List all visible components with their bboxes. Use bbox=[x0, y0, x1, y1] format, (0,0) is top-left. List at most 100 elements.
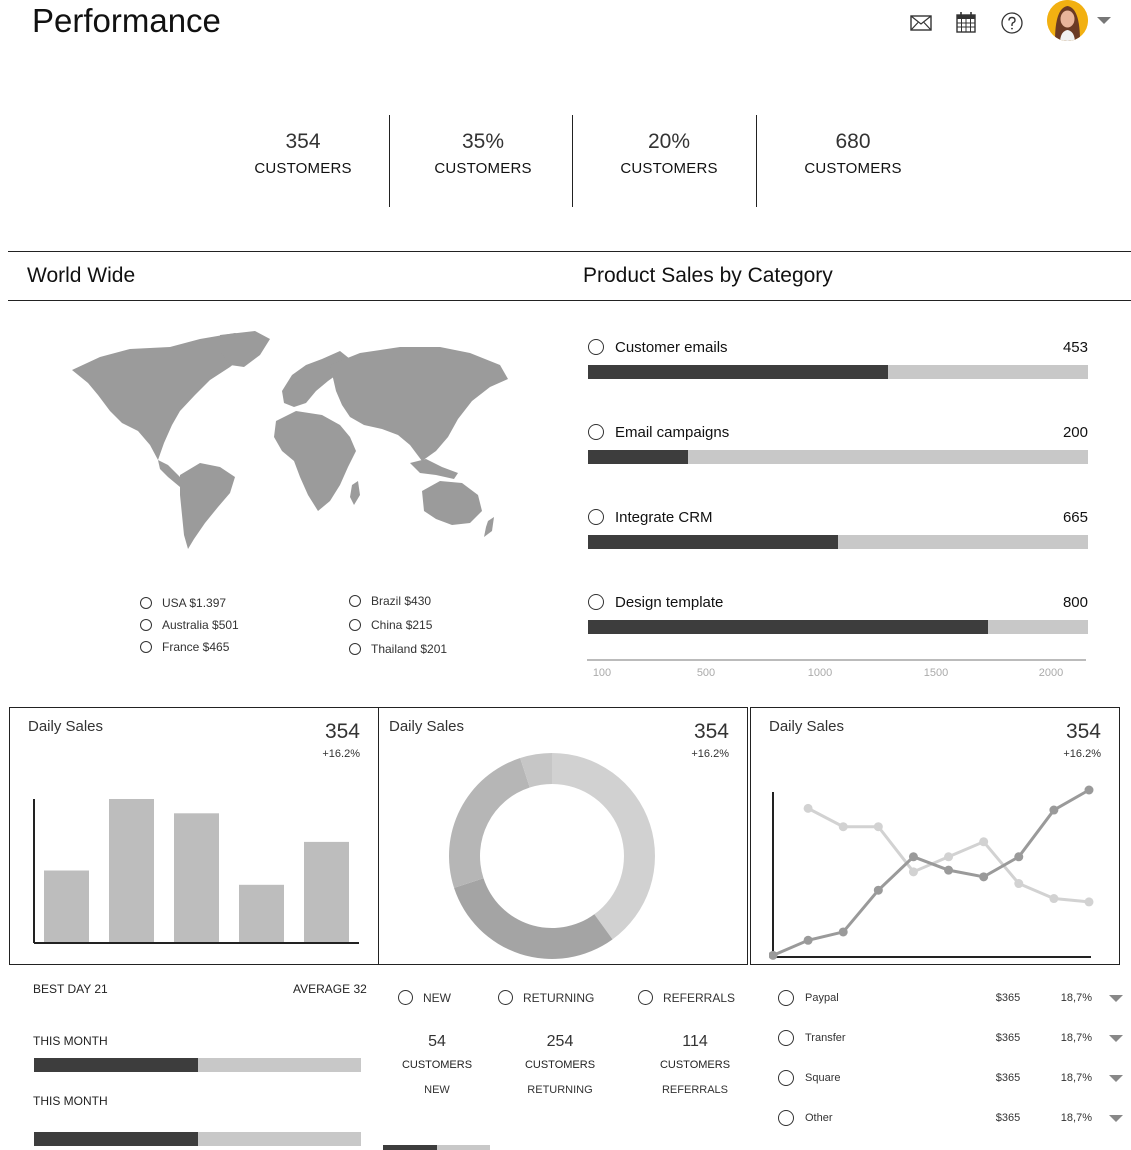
radio-button[interactable] bbox=[588, 509, 604, 525]
data-point bbox=[873, 822, 883, 832]
radio-button[interactable] bbox=[349, 643, 361, 655]
kpi-divider bbox=[572, 115, 573, 207]
payment-row[interactable]: Square $365 18,7% bbox=[778, 1068, 1123, 1088]
data-point bbox=[769, 950, 778, 960]
radio-button[interactable] bbox=[398, 990, 413, 1005]
bar bbox=[174, 813, 219, 942]
payment-amount: $365 bbox=[995, 992, 1021, 1004]
radio-button[interactable] bbox=[349, 619, 361, 631]
card-value: 354 bbox=[693, 720, 729, 743]
kpi-label: CUSTOMERS bbox=[254, 160, 352, 177]
radio-button[interactable] bbox=[588, 594, 604, 610]
section-divider bbox=[8, 300, 1131, 301]
radio-button[interactable] bbox=[140, 641, 152, 653]
stat-type: REFERRALS bbox=[661, 1084, 729, 1096]
radio-button[interactable] bbox=[588, 424, 604, 440]
legend-returning[interactable]: RETURNING bbox=[498, 990, 594, 1005]
product-sales-label: Email campaigns bbox=[615, 423, 730, 441]
chevron-down-icon[interactable] bbox=[1109, 1074, 1123, 1082]
data-point bbox=[1014, 879, 1024, 889]
legend-item[interactable]: France $465 bbox=[140, 640, 229, 654]
radio-button[interactable] bbox=[588, 339, 604, 355]
north-america-shape bbox=[72, 333, 255, 460]
product-sales-label: Design template bbox=[615, 593, 724, 611]
product-sales-row[interactable]: Design template 800 bbox=[588, 591, 1088, 634]
chevron-down-icon[interactable] bbox=[1109, 1114, 1123, 1122]
donut-slice bbox=[552, 753, 655, 940]
chevron-down-icon[interactable] bbox=[1109, 994, 1123, 1002]
legend-item[interactable]: Brazil $430 bbox=[349, 594, 431, 608]
legend-item[interactable]: China $215 bbox=[349, 618, 432, 632]
product-sales-value: 200 bbox=[1062, 423, 1088, 441]
data-point bbox=[803, 935, 813, 945]
bar bbox=[239, 884, 284, 942]
page-title: Performance bbox=[32, 2, 221, 39]
payment-row[interactable]: Transfer $365 18,7% bbox=[778, 1028, 1123, 1048]
series-line bbox=[772, 788, 1090, 957]
customers-referrals-stat: 114 CUSTOMERS REFERRALS bbox=[635, 1033, 755, 1096]
payment-row[interactable]: Other $365 18,7% bbox=[778, 1108, 1123, 1128]
progress-fill bbox=[34, 1058, 198, 1072]
radio-button[interactable] bbox=[140, 619, 152, 631]
customers-new-stat: 54 CUSTOMERS NEW bbox=[377, 1033, 497, 1096]
world-map bbox=[72, 331, 508, 549]
product-sales-title: Product Sales by Category bbox=[583, 264, 833, 287]
this-month-label: THIS MONTH bbox=[33, 1034, 108, 1048]
payment-percent: 18,7% bbox=[1060, 992, 1092, 1004]
progress-bar bbox=[588, 450, 1088, 464]
legend-item[interactable]: Thailand $201 bbox=[349, 642, 447, 656]
progress-fill bbox=[588, 365, 888, 379]
payment-amount: $365 bbox=[995, 1072, 1021, 1084]
stat-type: RETURNING bbox=[527, 1084, 593, 1096]
se-asia-islands-shape bbox=[410, 459, 458, 479]
mail-icon[interactable] bbox=[908, 10, 934, 36]
axis-tick-label: 1500 bbox=[923, 667, 949, 679]
legend-referrals[interactable]: REFERRALS bbox=[638, 990, 735, 1005]
radio-button[interactable] bbox=[140, 597, 152, 609]
payment-amount: $365 bbox=[995, 1112, 1021, 1124]
legend-item[interactable]: Australia $501 bbox=[140, 618, 239, 632]
radio-button[interactable] bbox=[349, 595, 361, 607]
data-point bbox=[979, 837, 989, 847]
radio-button[interactable] bbox=[638, 990, 653, 1005]
radio-button[interactable] bbox=[778, 1110, 794, 1126]
radio-button[interactable] bbox=[498, 990, 513, 1005]
product-sales-row[interactable]: Integrate CRM 665 bbox=[588, 506, 1088, 549]
progress-bar bbox=[34, 1058, 361, 1072]
product-sales-row[interactable]: Email campaigns 200 bbox=[588, 421, 1088, 464]
product-sales-label: Integrate CRM bbox=[615, 508, 713, 526]
kpi-value: 20% bbox=[647, 130, 691, 153]
calendar-icon[interactable] bbox=[953, 10, 979, 36]
data-point bbox=[1084, 785, 1094, 795]
card-title: Daily Sales bbox=[389, 718, 465, 735]
help-icon[interactable] bbox=[999, 10, 1025, 36]
kpi-label: CUSTOMERS bbox=[620, 160, 718, 177]
legend-item[interactable]: USA $1.397 bbox=[140, 596, 226, 610]
legend-new[interactable]: NEW bbox=[398, 990, 451, 1005]
chevron-down-icon[interactable] bbox=[1109, 1034, 1123, 1042]
data-point bbox=[873, 885, 883, 895]
avatar[interactable] bbox=[1047, 0, 1088, 41]
axis-tick-label: 500 bbox=[696, 667, 716, 679]
daily-sales-donut-card: Daily Sales 354 +16.2% bbox=[378, 707, 748, 965]
account-menu-caret-icon[interactable] bbox=[1097, 17, 1111, 24]
card-delta: +16.2% bbox=[691, 748, 729, 760]
product-sales-row[interactable]: Customer emails 453 bbox=[588, 336, 1088, 379]
bar-chart bbox=[33, 799, 359, 944]
radio-button[interactable] bbox=[778, 1030, 794, 1046]
card-value: 354 bbox=[1065, 720, 1101, 743]
kpi-divider bbox=[389, 115, 390, 207]
progress-bar bbox=[588, 535, 1088, 549]
stat-type: NEW bbox=[424, 1084, 450, 1096]
radio-button[interactable] bbox=[778, 1070, 794, 1086]
best-day-label: BEST DAY 21 bbox=[33, 982, 108, 996]
kpi-label: CUSTOMERS bbox=[804, 160, 902, 177]
kpi-customers-4: 680 CUSTOMERS bbox=[778, 130, 928, 177]
world-wide-title: World Wide bbox=[27, 264, 136, 287]
kpi-value: 354 bbox=[285, 130, 321, 153]
kpi-customers-2: 35% CUSTOMERS bbox=[408, 130, 558, 177]
radio-button[interactable] bbox=[778, 990, 794, 1006]
payment-name: Other bbox=[805, 1112, 833, 1124]
payment-row[interactable]: Paypal $365 18,7% bbox=[778, 988, 1123, 1008]
axis-tick-label: 2000 bbox=[1038, 667, 1064, 679]
